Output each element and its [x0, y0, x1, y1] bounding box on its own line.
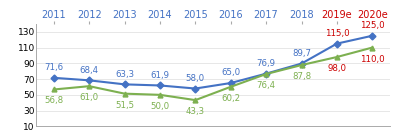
Text: 58,0: 58,0: [185, 74, 205, 83]
Text: 63,3: 63,3: [115, 70, 134, 79]
Text: 110,0: 110,0: [359, 55, 384, 64]
Text: 71,6: 71,6: [44, 63, 63, 72]
Text: 115,0: 115,0: [324, 29, 348, 38]
Text: 51,5: 51,5: [115, 101, 134, 110]
Text: 60,2: 60,2: [221, 94, 240, 103]
Text: 50,0: 50,0: [150, 102, 169, 111]
Text: 61,0: 61,0: [79, 93, 99, 102]
Text: 87,8: 87,8: [291, 72, 310, 81]
Text: 65,0: 65,0: [221, 68, 240, 77]
Text: 68,4: 68,4: [79, 66, 99, 75]
Text: 76,4: 76,4: [256, 81, 275, 90]
Text: 61,9: 61,9: [150, 71, 169, 80]
Text: 43,3: 43,3: [185, 107, 205, 116]
Text: 125,0: 125,0: [359, 21, 384, 30]
Text: 89,7: 89,7: [291, 49, 310, 58]
Text: 98,0: 98,0: [326, 64, 346, 73]
Text: 76,9: 76,9: [256, 59, 275, 68]
Text: 56,8: 56,8: [44, 96, 63, 105]
